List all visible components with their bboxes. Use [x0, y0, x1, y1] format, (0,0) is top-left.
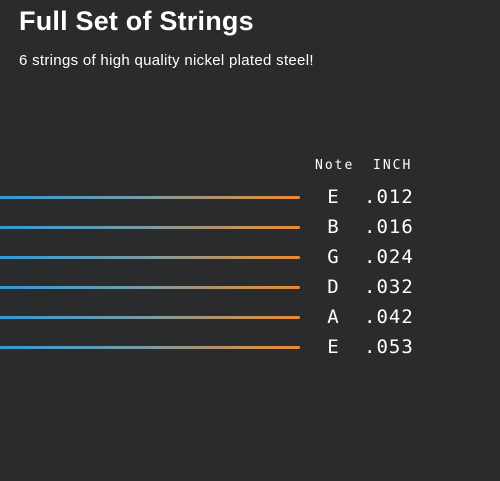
string-line	[0, 196, 300, 199]
string-note: E	[327, 336, 339, 358]
string-row: E .012	[0, 183, 500, 213]
page-title: Full Set of Strings	[19, 6, 254, 36]
string-note: E	[327, 186, 339, 208]
string-line	[0, 346, 300, 349]
string-line	[0, 316, 300, 319]
string-line	[0, 286, 300, 289]
note-column-header: Note	[315, 158, 355, 173]
inch-column-header: INCH	[373, 158, 413, 173]
string-gauge: .016	[364, 216, 414, 238]
page-subtitle: 6 strings of high quality nickel plated …	[19, 52, 314, 69]
string-line	[0, 256, 300, 259]
string-row: B .016	[0, 213, 500, 243]
string-gauge: .012	[364, 186, 414, 208]
string-note: A	[327, 306, 339, 328]
string-gauge: .032	[364, 276, 414, 298]
string-note: B	[327, 216, 339, 238]
string-gauge: .042	[364, 306, 414, 328]
string-line	[0, 226, 300, 229]
string-note: D	[327, 276, 339, 298]
string-row: A .042	[0, 303, 500, 333]
string-row: D .032	[0, 273, 500, 303]
string-row: G .024	[0, 243, 500, 273]
string-gauge: .024	[364, 246, 414, 268]
string-gauge: .053	[364, 336, 414, 358]
string-note: G	[327, 246, 339, 268]
string-row: E .053	[0, 333, 500, 363]
